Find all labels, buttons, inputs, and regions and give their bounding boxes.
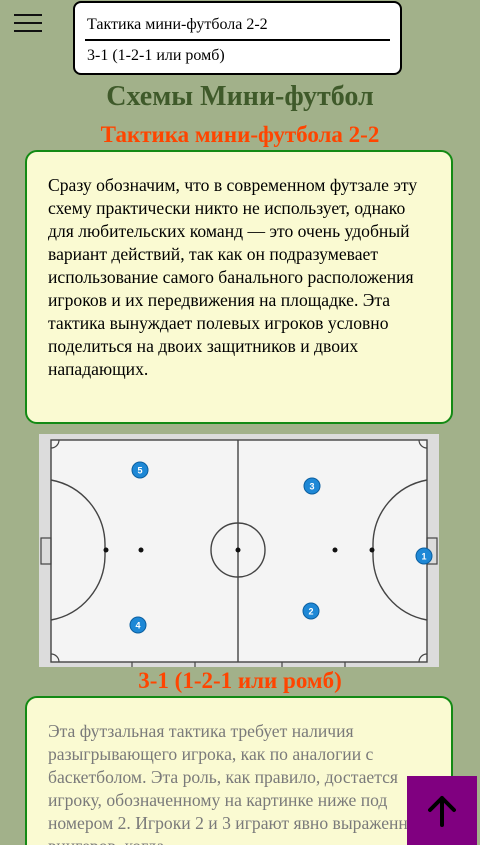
section-heading-2-2: Тактика мини-футбола 2-2	[100, 122, 380, 147]
player-number: 1	[421, 552, 426, 562]
player-dot	[131, 461, 149, 479]
toc-divider	[85, 39, 390, 41]
menu-icon-bar	[14, 14, 42, 16]
page-title: Схемы Мини-футбол	[106, 81, 374, 112]
menu-icon-bar	[14, 30, 42, 32]
toc-link-tactic-2-2[interactable]: Тактика мини-футбола 2-2	[87, 16, 268, 33]
player-marker-2: 2	[302, 602, 320, 620]
corner-arc	[418, 653, 428, 663]
corner-arc	[418, 439, 428, 449]
player-marker-3: 3	[303, 477, 321, 495]
second-penalty-spot	[332, 547, 338, 553]
corner-arc	[50, 439, 60, 449]
player-number: 2	[308, 607, 313, 617]
section-heading-3-1: 3-1 (1-2-1 или ромб)	[138, 668, 342, 693]
menu-icon-bar	[14, 22, 42, 24]
player-dot	[415, 547, 433, 565]
center-spot	[235, 547, 241, 553]
table-of-contents: Тактика мини-футбола 2-2 3-1 (1-2-1 или …	[73, 1, 402, 75]
futsal-field-diagram: 5 3 1 4 2	[39, 434, 439, 668]
text-card-2-2: Сразу обозначим, что в современном футза…	[25, 150, 453, 424]
center-circle	[210, 522, 266, 578]
card-text: Эта футзальная тактика требует наличия р…	[48, 721, 429, 845]
player-number: 3	[309, 482, 314, 492]
corner-arc	[50, 653, 60, 663]
penalty-spot	[369, 547, 375, 553]
player-marker-5: 5	[131, 461, 149, 479]
scroll-to-top-button[interactable]	[407, 776, 477, 845]
player-number: 4	[135, 621, 140, 631]
menu-icon[interactable]	[14, 12, 42, 34]
text-card-3-1: Эта футзальная тактика требует наличия р…	[25, 696, 453, 845]
arrow-up-icon	[428, 795, 456, 827]
toc-link-tactic-3-1[interactable]: 3-1 (1-2-1 или ромб)	[87, 47, 225, 64]
player-dot	[302, 602, 320, 620]
left-goal	[40, 537, 52, 565]
futsal-field-svg: 5 3 1 4 2	[39, 434, 439, 668]
player-dot	[303, 477, 321, 495]
card-text: Сразу обозначим, что в современном футза…	[48, 175, 418, 379]
player-number: 5	[137, 466, 142, 476]
player-marker-4: 4	[129, 616, 147, 634]
penalty-spot	[103, 547, 109, 553]
player-marker-1: 1	[415, 547, 433, 565]
second-penalty-spot	[138, 547, 144, 553]
player-dot	[129, 616, 147, 634]
